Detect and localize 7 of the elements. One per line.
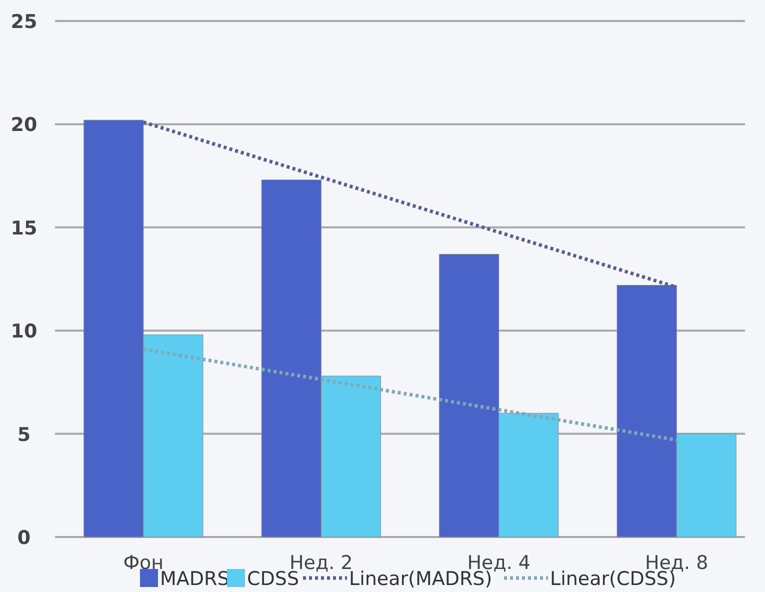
y-tick-label: 0 [17, 527, 31, 549]
y-tick-label: 25 [10, 11, 38, 33]
y-tick-label: 10 [10, 320, 38, 343]
legend-label: MADRS [160, 568, 230, 590]
y-tick-label: 5 [17, 424, 31, 446]
y-tick-label: 15 [10, 217, 38, 240]
y-tick-label: 20 [10, 114, 38, 136]
